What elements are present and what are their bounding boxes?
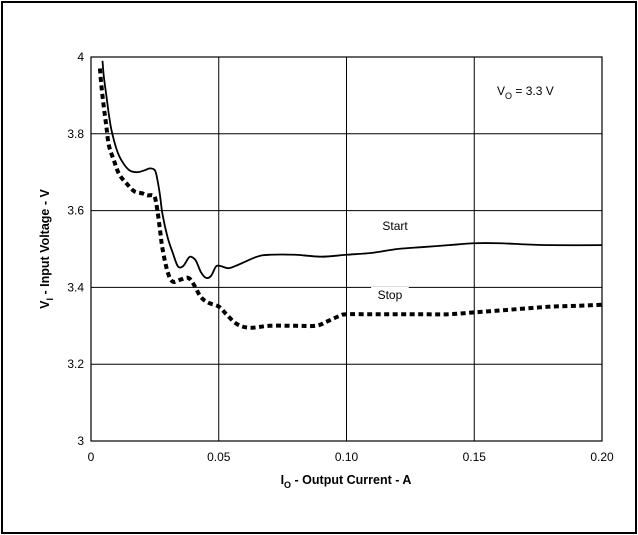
y-tick-label: 3.6 — [67, 204, 84, 218]
y-tick-label: 4 — [77, 50, 84, 64]
y-tick-label: 3 — [77, 434, 84, 448]
y-tick-label: 3.4 — [67, 280, 84, 294]
series-label-layer: Start Stop — [371, 217, 418, 302]
series-layer — [97, 60, 603, 330]
series-line-stop — [97, 68, 603, 330]
annotation: VO = 3.3 V — [497, 84, 554, 101]
plot-area-border — [90, 56, 603, 442]
x-axis-title: IO - Output Current - A — [281, 473, 412, 490]
series-label-text: Start — [382, 219, 408, 233]
x-tick-label: 0.05 — [207, 450, 231, 464]
series-label-background — [371, 287, 409, 302]
x-tick-label: 0.20 — [590, 450, 614, 464]
series-label-text: Stop — [378, 288, 403, 302]
series-line-start — [101, 60, 603, 279]
y-tick-label: 3.8 — [67, 127, 84, 141]
x-tick-label: 0.10 — [335, 450, 359, 464]
x-tick-label: 0.15 — [463, 450, 487, 464]
x-tick-label: 0 — [88, 450, 95, 464]
y-tick-label: 3.2 — [67, 357, 84, 371]
y-tick-labels: 3 3.2 3.4 3.6 3.8 4 — [67, 50, 84, 448]
series-label-background — [372, 217, 418, 233]
y-axis-title: VI - Input Voltage - V — [38, 189, 55, 309]
series-label-stop: Stop — [371, 287, 409, 302]
series-label-start: Start — [372, 217, 418, 233]
x-tick-labels: 0 0.05 0.10 0.15 0.20 — [88, 450, 614, 464]
